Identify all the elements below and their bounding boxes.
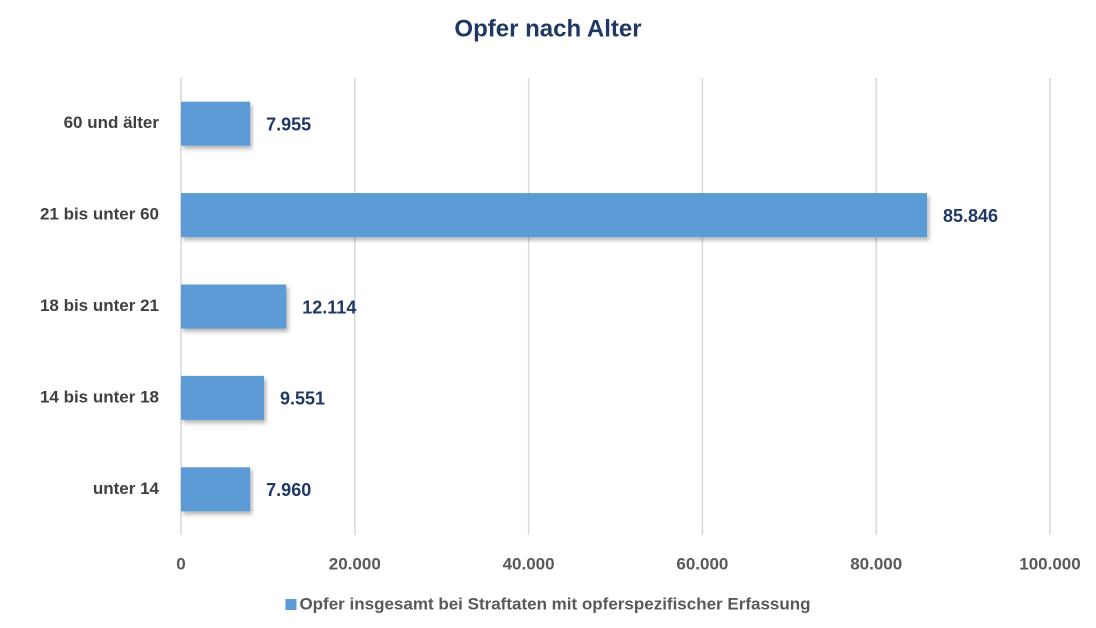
bar [181,284,287,329]
x-tick-label: 80.000 [850,554,902,573]
value-label: 12.114 [302,297,356,317]
x-tick-label: 60.000 [676,554,728,573]
chart-title: Opfer nach Alter [454,15,641,42]
bar [181,467,251,512]
value-label: 85.846 [943,206,998,226]
bar [181,193,928,238]
y-tick-label: 18 bis unter 21 [40,296,159,315]
legend-label: Opfer insgesamt bei Straftaten mit opfer… [299,594,810,613]
x-tick-label: 0 [176,554,185,573]
value-label: 9.551 [280,389,325,409]
value-label: 7.960 [266,480,311,500]
y-tick-label: unter 14 [93,479,160,498]
bar [181,375,264,420]
y-tick-label: 60 und älter [64,113,160,132]
x-tick-label: 100.000 [1019,554,1080,573]
y-tick-label: 14 bis unter 18 [40,387,159,406]
y-tick-label: 21 bis unter 60 [40,205,159,224]
value-label: 7.955 [266,114,311,134]
x-tick-label: 40.000 [503,554,555,573]
bar [181,101,251,146]
legend-swatch [285,599,297,610]
x-tick-label: 20.000 [329,554,381,573]
